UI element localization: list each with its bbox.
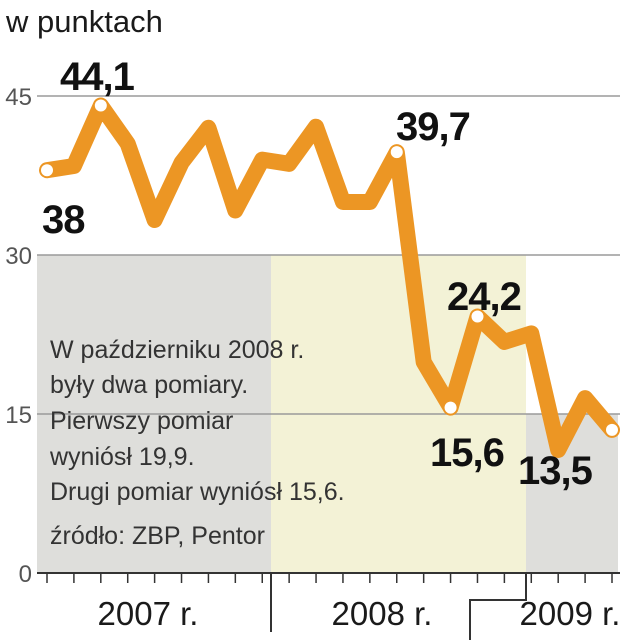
source-label: źródło: ZBP, Pentor — [50, 522, 265, 550]
year-label-2007: 2007 r. — [98, 595, 199, 632]
footnote: W październiku 2008 r. były dwa pomiary.… — [49, 336, 345, 550]
y-axis-tick-labels: 0 15 30 45 — [5, 84, 32, 588]
sentiment-series-line — [39, 97, 620, 458]
note-line-4: wyniósł 19,9. — [49, 443, 195, 471]
data-point-marker-2 — [94, 99, 107, 112]
y-tick-label-30: 30 — [5, 243, 32, 270]
note-line-2: były dwa pomiary. — [50, 371, 248, 399]
gridlines — [37, 95, 620, 415]
y-axis-unit-label: w punktach — [5, 4, 163, 39]
year-label-2008: 2008 r. — [332, 595, 433, 632]
highlight-markers — [41, 99, 618, 436]
x-axis-month-ticks — [46, 573, 613, 583]
data-point-marker-16 — [471, 310, 484, 323]
note-line-1: W październiku 2008 r. — [50, 336, 304, 364]
data-point-marker-13 — [390, 146, 403, 159]
year-divider-2008-2009 — [469, 573, 527, 640]
data-label-peak-2008: 39,7 — [396, 105, 470, 149]
data-point-marker-21 — [606, 423, 618, 436]
year-label-2009: 2009 r. — [520, 595, 621, 632]
y-tick-label-0: 0 — [19, 561, 32, 588]
y-tick-label-45: 45 — [5, 84, 32, 111]
data-label-latest-value: 13,5 — [518, 449, 593, 493]
data-label-peak-2007: 44,1 — [60, 55, 135, 99]
data-label-start-value: 38 — [42, 198, 85, 242]
note-line-3: Pierwszy pomiar — [50, 407, 233, 435]
data-point-marker-0 — [41, 164, 53, 177]
data-label-october-low: 15,6 — [430, 431, 504, 475]
data-labels: 44,1 38 39,7 24,2 15,6 13,5 — [42, 55, 594, 493]
data-point-marker-15 — [444, 401, 457, 414]
y-tick-label-15: 15 — [5, 402, 32, 429]
note-line-5: Drugi pomiar wyniósł 15,6. — [50, 478, 345, 506]
data-label-rebound: 24,2 — [447, 275, 521, 319]
